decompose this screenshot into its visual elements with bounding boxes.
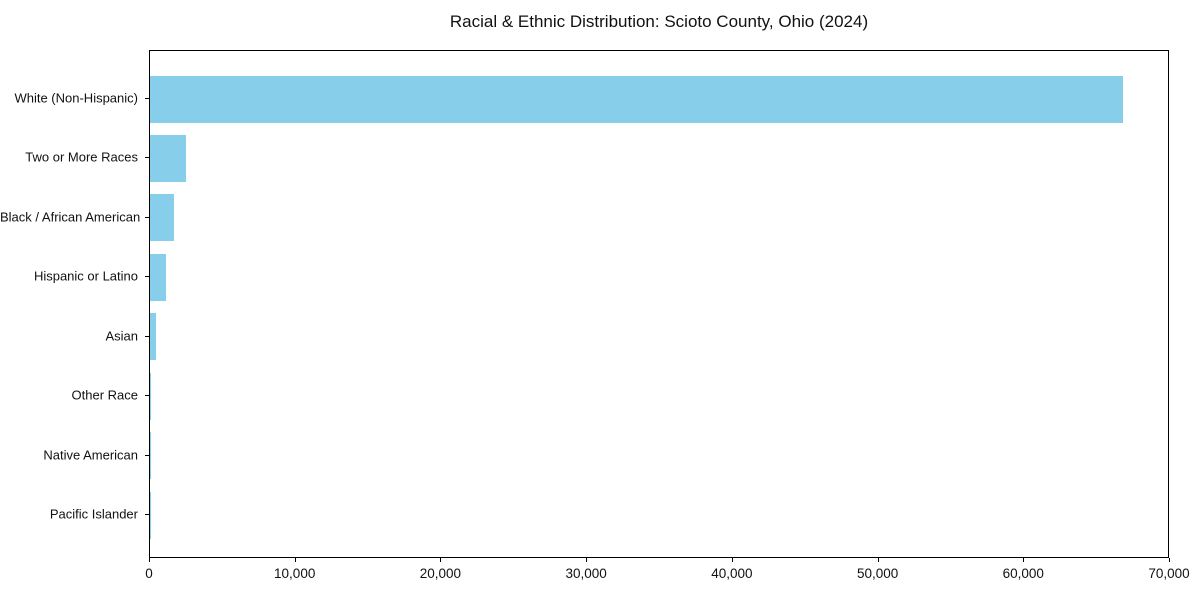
y-axis-tick [145, 335, 149, 337]
y-axis-category-label: Hispanic or Latino [33, 268, 138, 284]
x-axis-tick [440, 558, 442, 562]
chart-title: Racial & Ethnic Distribution: Scioto Cou… [449, 12, 869, 31]
y-axis-tick [145, 454, 149, 456]
x-axis-tick [294, 558, 296, 562]
x-axis-tick [731, 558, 733, 562]
x-axis-tick-label: 10,000 [274, 566, 316, 581]
y-axis-category-label: Asian [105, 328, 138, 344]
x-axis-tick-label: 30,000 [565, 566, 607, 581]
y-axis-tick [145, 216, 149, 218]
y-axis-category-label: Native American [43, 447, 138, 463]
bar-hispanic-or-latino [150, 253, 167, 301]
x-axis-tick-label: 60,000 [1002, 566, 1044, 581]
plot-area [149, 50, 1169, 558]
bar-asian [150, 313, 156, 361]
x-axis-tick [1023, 558, 1025, 562]
x-axis-tick [586, 558, 588, 562]
y-axis-tick [145, 276, 149, 278]
y-axis-tick [145, 395, 149, 397]
x-axis-tick-label: 40,000 [711, 566, 753, 581]
bar-black-african-american [150, 194, 175, 242]
bar-white-non-hispanic [150, 75, 1124, 123]
y-axis-category-label: Other Race [71, 387, 138, 403]
x-axis-tick [149, 558, 150, 562]
y-axis-tick [145, 514, 149, 515]
y-axis-category-label: Pacific Islander [49, 506, 138, 522]
y-axis-tick [145, 98, 149, 99]
x-axis-tick-label: 0 [145, 566, 153, 581]
x-axis-tick [877, 558, 879, 562]
x-axis-tick [1169, 558, 1170, 562]
x-axis-tick-label: 50,000 [856, 566, 899, 581]
y-axis-category-label: Black / African American [0, 209, 141, 225]
y-axis-category-label: White (Non-Hispanic) [14, 90, 138, 106]
y-axis-tick [145, 157, 149, 159]
bar-other-race [150, 372, 152, 420]
x-axis-tick-label: 70,000 [1148, 566, 1190, 581]
bar-two-or-more-races [150, 134, 186, 182]
x-axis-tick-label: 20,000 [419, 566, 462, 581]
y-axis-category-label: Two or More Races [25, 149, 138, 165]
